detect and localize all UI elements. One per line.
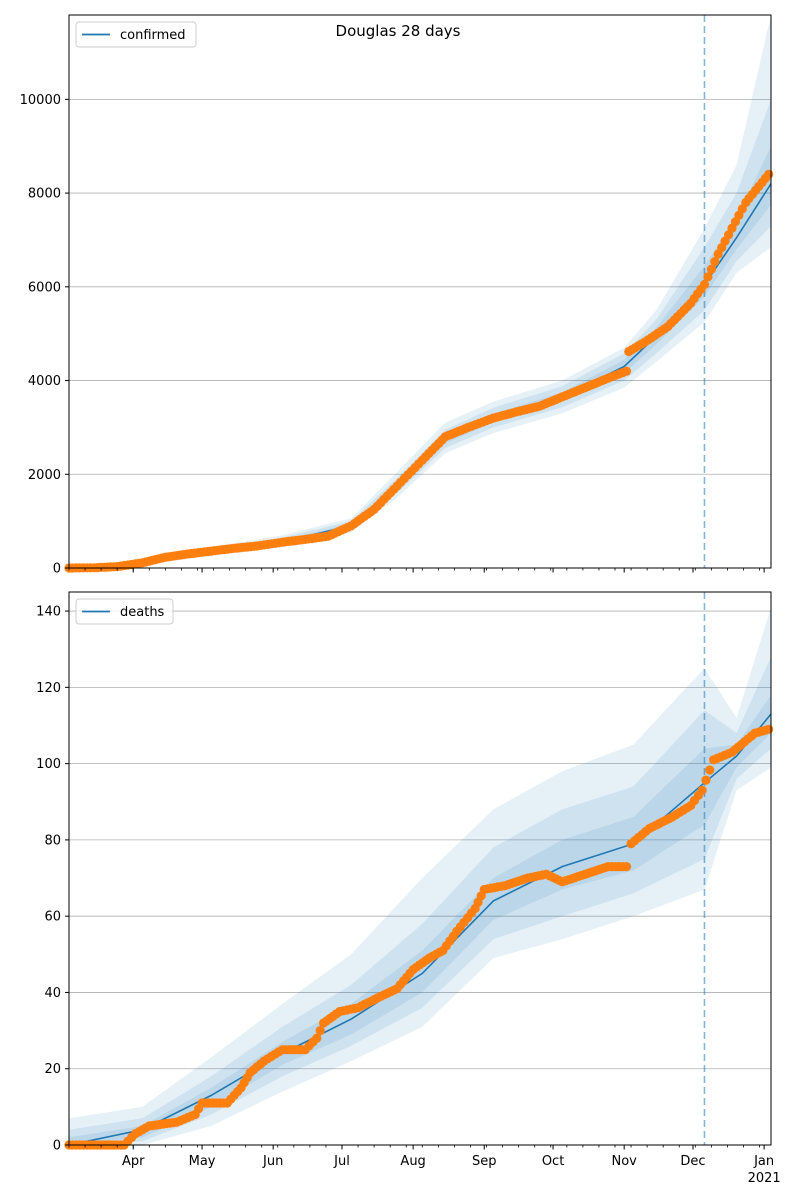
- x-tick-label: Nov: [611, 1154, 637, 1169]
- y-tick-label: 80: [44, 833, 61, 848]
- chart-title: Douglas 28 days: [336, 22, 461, 40]
- observed-point: [312, 1033, 322, 1043]
- y-tick-label: 8000: [28, 187, 61, 202]
- observed-point: [706, 264, 717, 274]
- uncertainty-band-1: [69, 607, 771, 1145]
- observed-point: [621, 366, 632, 376]
- y-tick-label: 2000: [28, 468, 61, 483]
- legend-box: [75, 21, 197, 48]
- panel-deaths: 0 20 40 60 80 100 120 140 Apr May Jun Jul Aug Sep Oct N…: [36, 591, 781, 1186]
- plot-frame: [68, 14, 772, 569]
- legend-box: [75, 598, 174, 625]
- observed-point: [621, 862, 632, 872]
- y-tick-label: 120: [36, 681, 61, 696]
- observed-point: [710, 257, 720, 267]
- y-tick-label: 0: [53, 1139, 61, 1154]
- y-tick-label: 0: [53, 562, 61, 577]
- y-tick-label: 4000: [28, 374, 61, 389]
- observed-point: [701, 775, 711, 785]
- observed-point: [697, 785, 707, 795]
- x-tick-label: Aug: [400, 1154, 425, 1169]
- y-tick-label: 140: [36, 605, 61, 620]
- x-tick-label: Apr: [122, 1154, 145, 1169]
- y-tick-label: 40: [44, 986, 61, 1001]
- y-tick-label: 100: [36, 757, 61, 772]
- legend: deaths: [75, 598, 174, 625]
- observed-point: [764, 169, 774, 179]
- observed-point: [764, 724, 774, 734]
- x-tick-label: Dec: [680, 1154, 705, 1169]
- plot-frame: [68, 591, 772, 1146]
- legend: confirmed: [75, 21, 197, 48]
- legend-label: deaths: [120, 605, 165, 620]
- x-tick-label: Sep: [472, 1154, 497, 1169]
- observed-point: [705, 765, 715, 775]
- y-tick-label: 6000: [28, 280, 61, 295]
- panel-confirmed: 0 2000 4000 6000 8000 10000 confirmed: [20, 14, 774, 577]
- x-tick-label: May: [189, 1154, 216, 1169]
- x-tick-label: Oct: [542, 1154, 564, 1169]
- y-tick-label: 60: [44, 910, 61, 925]
- x-tick-label: Jul: [333, 1154, 350, 1169]
- observed-point: [315, 1026, 325, 1036]
- x-tick-label: Jun: [262, 1154, 283, 1169]
- y-tick-label: 20: [44, 1062, 61, 1077]
- observed-point: [703, 272, 713, 282]
- uncertainty-band-3: [69, 146, 771, 568]
- observed-point: [699, 279, 710, 290]
- x-year-label: 2021: [748, 1171, 781, 1186]
- legend-label: confirmed: [120, 28, 186, 43]
- y-tick-label: 10000: [20, 93, 61, 108]
- x-tick-label: Jan: [753, 1154, 774, 1169]
